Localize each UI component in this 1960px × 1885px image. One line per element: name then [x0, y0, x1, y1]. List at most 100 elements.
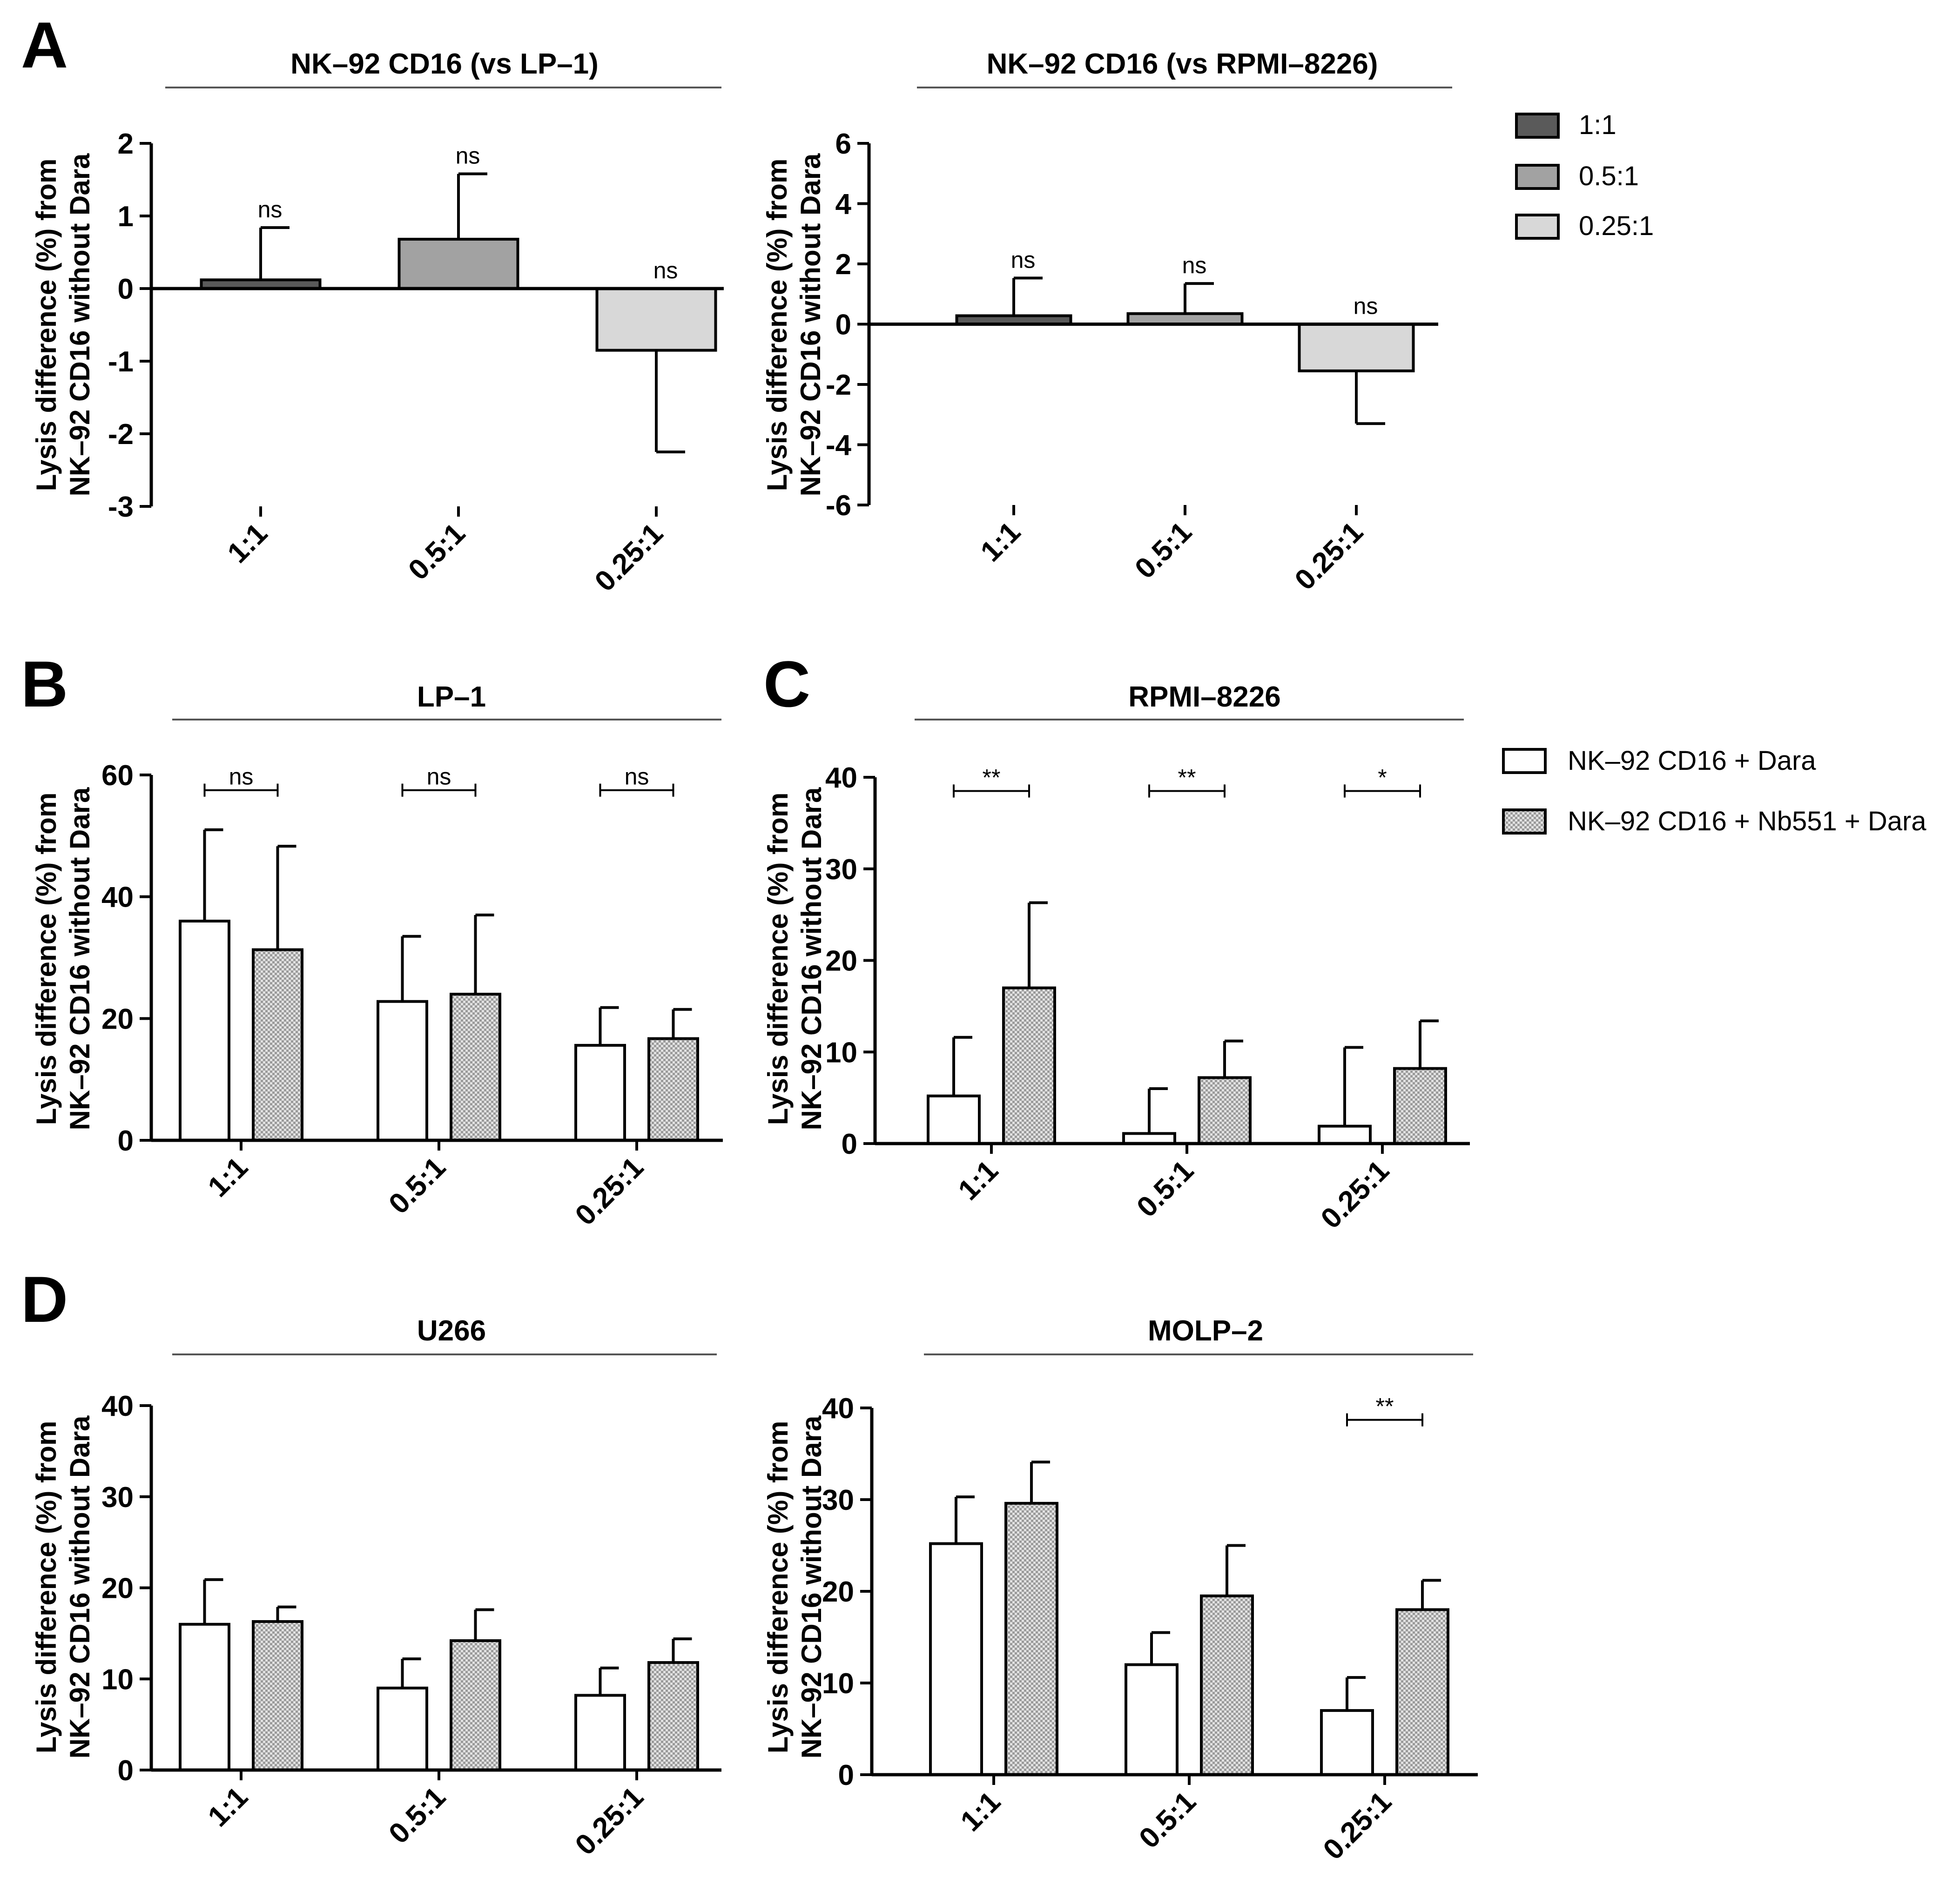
- significance-label: ns: [456, 143, 480, 169]
- x-tick-label: 0.25:1: [1315, 1154, 1395, 1235]
- significance-label: ns: [229, 764, 254, 790]
- x-tick-label: 0.5:1: [1131, 1154, 1200, 1224]
- legend-swatch-ratio-1: [1515, 113, 1560, 139]
- legend-label-nb551-dara: NK–92 CD16 + Nb551 + Dara: [1568, 806, 1926, 836]
- y-tick-label: -4: [826, 430, 852, 462]
- chart-b-lp1: LP–1 Lysis difference (%) fromNK–92 CD16 …: [31, 681, 723, 1232]
- y-tick-label: 0: [835, 309, 851, 341]
- significance-label: ns: [1354, 293, 1378, 319]
- y-tick-label: -2: [108, 418, 134, 451]
- bar-dara: [179, 920, 230, 1142]
- y-tick-label: -2: [826, 369, 851, 401]
- bar-dara: [929, 1542, 983, 1777]
- x-tick-label: 0.25:1: [1317, 1785, 1398, 1866]
- significance-label: ns: [625, 764, 649, 790]
- legend-ratio: 1:1 0.5:1 0.25:1: [1515, 110, 1654, 241]
- y-tick-label: 40: [101, 882, 134, 914]
- bar-dara: [1318, 1124, 1372, 1145]
- x-tick-label: 0.5:1: [402, 517, 471, 586]
- legend-swatch-ratio-3: [1515, 214, 1560, 240]
- bar-dara: [574, 1043, 626, 1142]
- y-tick-label: 20: [101, 1573, 134, 1605]
- significance-label: **: [983, 765, 1001, 791]
- chart-d-molp2: MOLP–2 Lysis difference (%) fromNK–92 CD1…: [762, 1315, 1478, 1866]
- y-tick-label: 2: [118, 128, 134, 160]
- y-tick-label: 40: [825, 762, 857, 794]
- x-tick-label: 0.25:1: [569, 1781, 650, 1861]
- y-axis-label-line-2: NK–92 CD16 without Dara: [796, 1415, 827, 1758]
- chart-a-lp1: NK–92 CD16 (vs LP–1) Lysis difference (%)…: [31, 48, 724, 598]
- bar: [595, 287, 717, 352]
- chart-title: MOLP–2: [1148, 1315, 1263, 1347]
- bar-nb551-dara: [1200, 1594, 1254, 1777]
- y-axis-label-line-2: NK–92 CD16 without Dara: [64, 153, 95, 496]
- x-tick-label: 1:1: [202, 1151, 254, 1203]
- chart-a-rpmi8226: NK–92 CD16 (vs RPMI–8226) Lysis differenc…: [761, 48, 1452, 596]
- legend-label-dara: NK–92 CD16 + Dara: [1568, 746, 1816, 776]
- chart-c-rpmi8226: RPMI–8226 Lysis difference (%) fromNK–92 …: [762, 681, 1470, 1235]
- y-tick-label: 20: [101, 1003, 134, 1035]
- chart-title: NK–92 CD16 (vs LP–1): [290, 48, 599, 80]
- bar: [397, 237, 519, 290]
- bar-dara: [377, 1000, 428, 1142]
- x-tick-label: 0.5:1: [1133, 1785, 1202, 1855]
- legend-item-ratio-3: 0.25:1: [1515, 211, 1654, 241]
- x-tick-label: 0.25:1: [589, 517, 669, 598]
- y-axis-label: Lysis difference (%) fromNK–92 CD16 with…: [762, 787, 827, 1130]
- panel-letter-c: C: [763, 647, 810, 720]
- chart-title: RPMI–8226: [1128, 681, 1280, 713]
- bar-nb551-dara: [252, 1620, 303, 1771]
- y-axis-label-line-1: Lysis difference (%) from: [31, 1421, 62, 1754]
- panel-letter-b: B: [21, 647, 68, 720]
- y-tick-label: -1: [108, 346, 134, 378]
- y-axis-label-line-1: Lysis difference (%) from: [762, 793, 794, 1125]
- y-axis-label: Lysis difference (%) fromNK–92 CD16 with…: [31, 787, 95, 1130]
- bar-dara: [574, 1694, 626, 1772]
- bar-nb551-dara: [450, 1639, 501, 1771]
- y-axis-label-line-1: Lysis difference (%) from: [31, 159, 62, 491]
- y-tick-label: 20: [822, 1576, 854, 1608]
- y-tick-label: 60: [101, 760, 134, 792]
- y-tick-label: 0: [842, 1128, 857, 1160]
- y-axis-label-line-2: NK–92 CD16 without Dara: [796, 787, 827, 1130]
- legend-label-ratio-3: 0.25:1: [1579, 211, 1654, 241]
- significance-label: ns: [653, 257, 678, 283]
- x-tick-label: 1:1: [222, 517, 274, 569]
- bar-nb551-dara: [1002, 986, 1056, 1145]
- x-tick-label: 0.25:1: [1289, 516, 1369, 596]
- bar-dara: [927, 1094, 981, 1145]
- y-tick-label: 30: [825, 854, 857, 886]
- bar-nb551-dara: [1393, 1067, 1447, 1145]
- bar: [1298, 323, 1415, 372]
- legend-swatch-ratio-2: [1515, 164, 1560, 190]
- y-tick-label: 6: [835, 128, 851, 160]
- x-tick-label: 1:1: [952, 1154, 1004, 1206]
- y-axis-label: Lysis difference (%) fromNK–92 CD16 with…: [31, 1415, 95, 1758]
- significance-label: ns: [258, 196, 283, 222]
- y-tick-label: 0: [838, 1759, 854, 1791]
- y-tick-label: 1: [118, 201, 134, 233]
- y-tick-label: 0: [118, 1125, 134, 1157]
- bar-dara: [1125, 1663, 1179, 1777]
- bar-dara: [377, 1686, 428, 1771]
- legend-item-ratio-1: 1:1: [1515, 110, 1616, 140]
- y-axis-label-line-2: NK–92 CD16 without Dara: [64, 787, 95, 1130]
- bar-nb551-dara: [647, 1661, 699, 1771]
- y-tick-label: 0: [118, 1755, 134, 1787]
- significance-label: ns: [1011, 247, 1036, 273]
- bar-nb551-dara: [1004, 1501, 1058, 1776]
- bar-dara: [179, 1622, 230, 1772]
- x-tick-label: 1:1: [202, 1781, 254, 1833]
- legend-item-dara: NK–92 CD16 + Dara: [1502, 746, 1816, 776]
- y-axis-label-line-1: Lysis difference (%) from: [31, 793, 62, 1125]
- panel-letter-d: D: [21, 1263, 68, 1336]
- x-tick-label: 0.25:1: [569, 1151, 650, 1232]
- legend-label-ratio-1: 1:1: [1579, 110, 1616, 140]
- y-tick-label: -6: [826, 490, 851, 522]
- chart-d-u266: U266 Lysis difference (%) fromNK–92 CD16 …: [31, 1315, 721, 1861]
- y-tick-label: 10: [101, 1663, 134, 1696]
- y-tick-label: 30: [822, 1484, 854, 1516]
- legend-swatch-dara: [1502, 748, 1547, 774]
- significance-label: *: [1378, 765, 1387, 791]
